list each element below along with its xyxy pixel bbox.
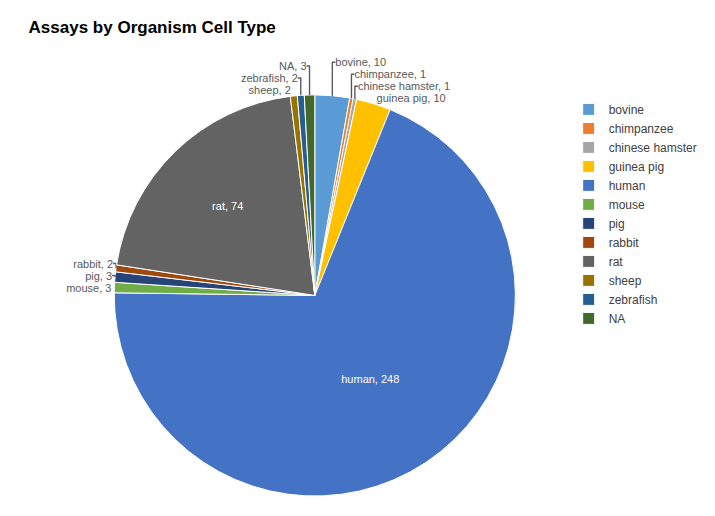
svg-text:Assays by Organism Cell Type: Assays by Organism Cell Type bbox=[29, 18, 276, 37]
svg-text:human, 248: human, 248 bbox=[341, 373, 399, 385]
svg-text:sheep: sheep bbox=[609, 274, 642, 288]
svg-text:chimpanzee: chimpanzee bbox=[609, 122, 674, 136]
svg-text:rabbit, 2: rabbit, 2 bbox=[73, 258, 113, 270]
svg-text:chinese hamster: chinese hamster bbox=[609, 141, 697, 155]
svg-text:rat: rat bbox=[609, 255, 624, 269]
svg-text:bovine: bovine bbox=[609, 103, 645, 117]
svg-text:chinese hamster, 1: chinese hamster, 1 bbox=[358, 80, 450, 92]
svg-text:mouse: mouse bbox=[609, 198, 645, 212]
svg-text:human: human bbox=[609, 179, 646, 193]
svg-text:chimpanzee, 1: chimpanzee, 1 bbox=[354, 68, 426, 80]
svg-text:pig, 3: pig, 3 bbox=[85, 270, 112, 282]
svg-text:mouse, 3: mouse, 3 bbox=[66, 282, 111, 294]
svg-text:zebrafish, 2: zebrafish, 2 bbox=[241, 72, 298, 84]
svg-text:guinea pig: guinea pig bbox=[609, 160, 664, 174]
svg-text:pig: pig bbox=[609, 217, 625, 231]
svg-text:rabbit: rabbit bbox=[609, 236, 640, 250]
svg-text:sheep, 2: sheep, 2 bbox=[249, 84, 291, 96]
svg-text:NA: NA bbox=[609, 312, 626, 326]
svg-text:zebrafish: zebrafish bbox=[609, 293, 658, 307]
svg-text:bovine, 10: bovine, 10 bbox=[335, 56, 386, 68]
svg-text:rat, 74: rat, 74 bbox=[212, 200, 243, 212]
svg-text:guinea pig, 10: guinea pig, 10 bbox=[377, 92, 446, 104]
svg-text:NA, 3: NA, 3 bbox=[279, 60, 307, 72]
